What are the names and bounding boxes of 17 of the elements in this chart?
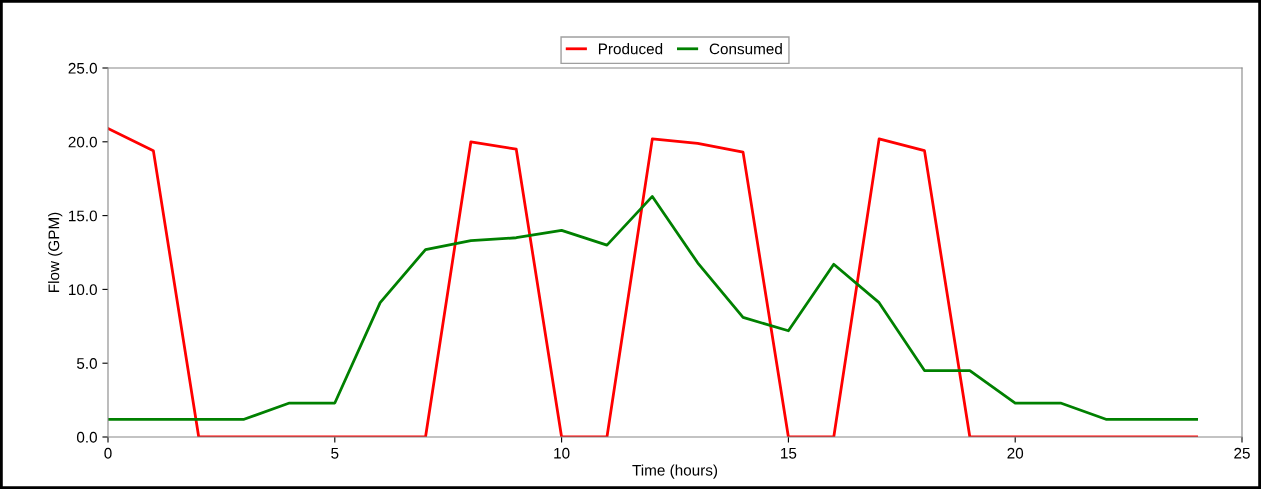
y-tick-label: 5.0 (76, 358, 97, 369)
legend-label: Consumed (709, 43, 782, 55)
legend-label: Produced (598, 43, 663, 55)
y-tick-label: 20.0 (68, 136, 97, 148)
x-tick-label: 25 (1234, 447, 1250, 459)
x-tick-label: 10 (554, 447, 570, 459)
x-axis-title: Time (hours) (632, 464, 718, 479)
y-tick-label: 10.0 (69, 284, 97, 296)
line-series (108, 195, 1199, 421)
y-tick-label: 25.0 (68, 62, 97, 74)
y-tick-label: 0.0 (76, 431, 97, 443)
x-tick-label: 0 (104, 447, 112, 459)
y-tick-label: 15.0 (69, 210, 97, 222)
x-tick-label: 5 (331, 447, 339, 459)
y-axis-title: Flow (GPM) (48, 212, 63, 292)
x-tick-label: 20 (1007, 447, 1024, 459)
x-tick-label: 15 (781, 447, 797, 459)
